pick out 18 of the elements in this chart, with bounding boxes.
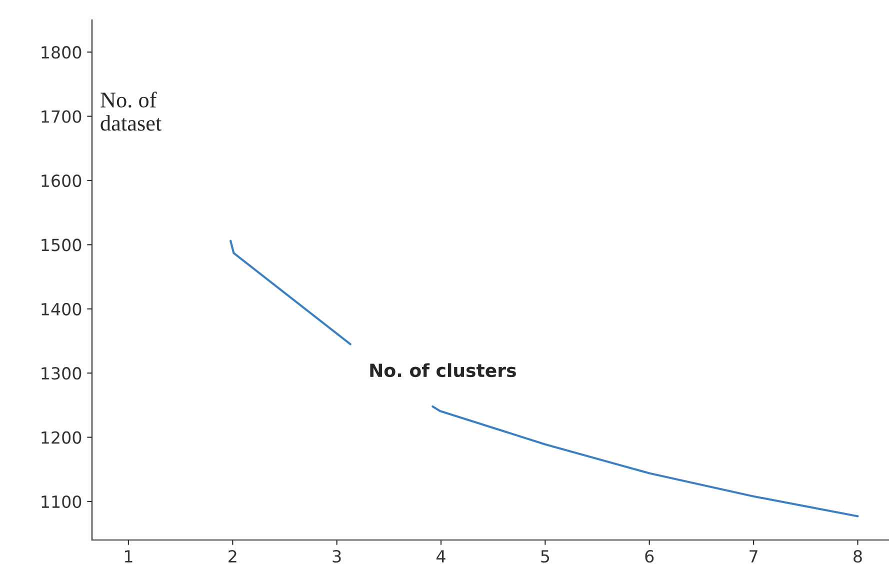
x-tick-label: 4 bbox=[436, 550, 446, 562]
x-tick-label: 5 bbox=[541, 550, 550, 563]
x-tick-label: 6 bbox=[645, 550, 654, 563]
y-tick-label: 1600 bbox=[42, 174, 82, 188]
y-tick-label: 1400 bbox=[42, 302, 82, 316]
y-axis-title: No. of dataset bbox=[100, 92, 162, 131]
y-tick-label: 1100 bbox=[42, 495, 82, 508]
y-tick-label: 1700 bbox=[42, 110, 82, 123]
x-tick-label: 3 bbox=[332, 550, 341, 563]
x-axis-title: No. of clusters bbox=[370, 363, 516, 378]
y-tick-label: 1800 bbox=[42, 46, 82, 59]
x-tick-label: 2 bbox=[228, 550, 236, 562]
x-tick-label: 1 bbox=[124, 550, 132, 562]
y-tick-label: 1500 bbox=[42, 238, 82, 252]
y-tick-label: 1200 bbox=[42, 431, 82, 444]
x-tick-label: 8 bbox=[854, 550, 862, 563]
y-tick-label: 1300 bbox=[42, 367, 82, 380]
x-tick-label: 7 bbox=[750, 550, 758, 562]
